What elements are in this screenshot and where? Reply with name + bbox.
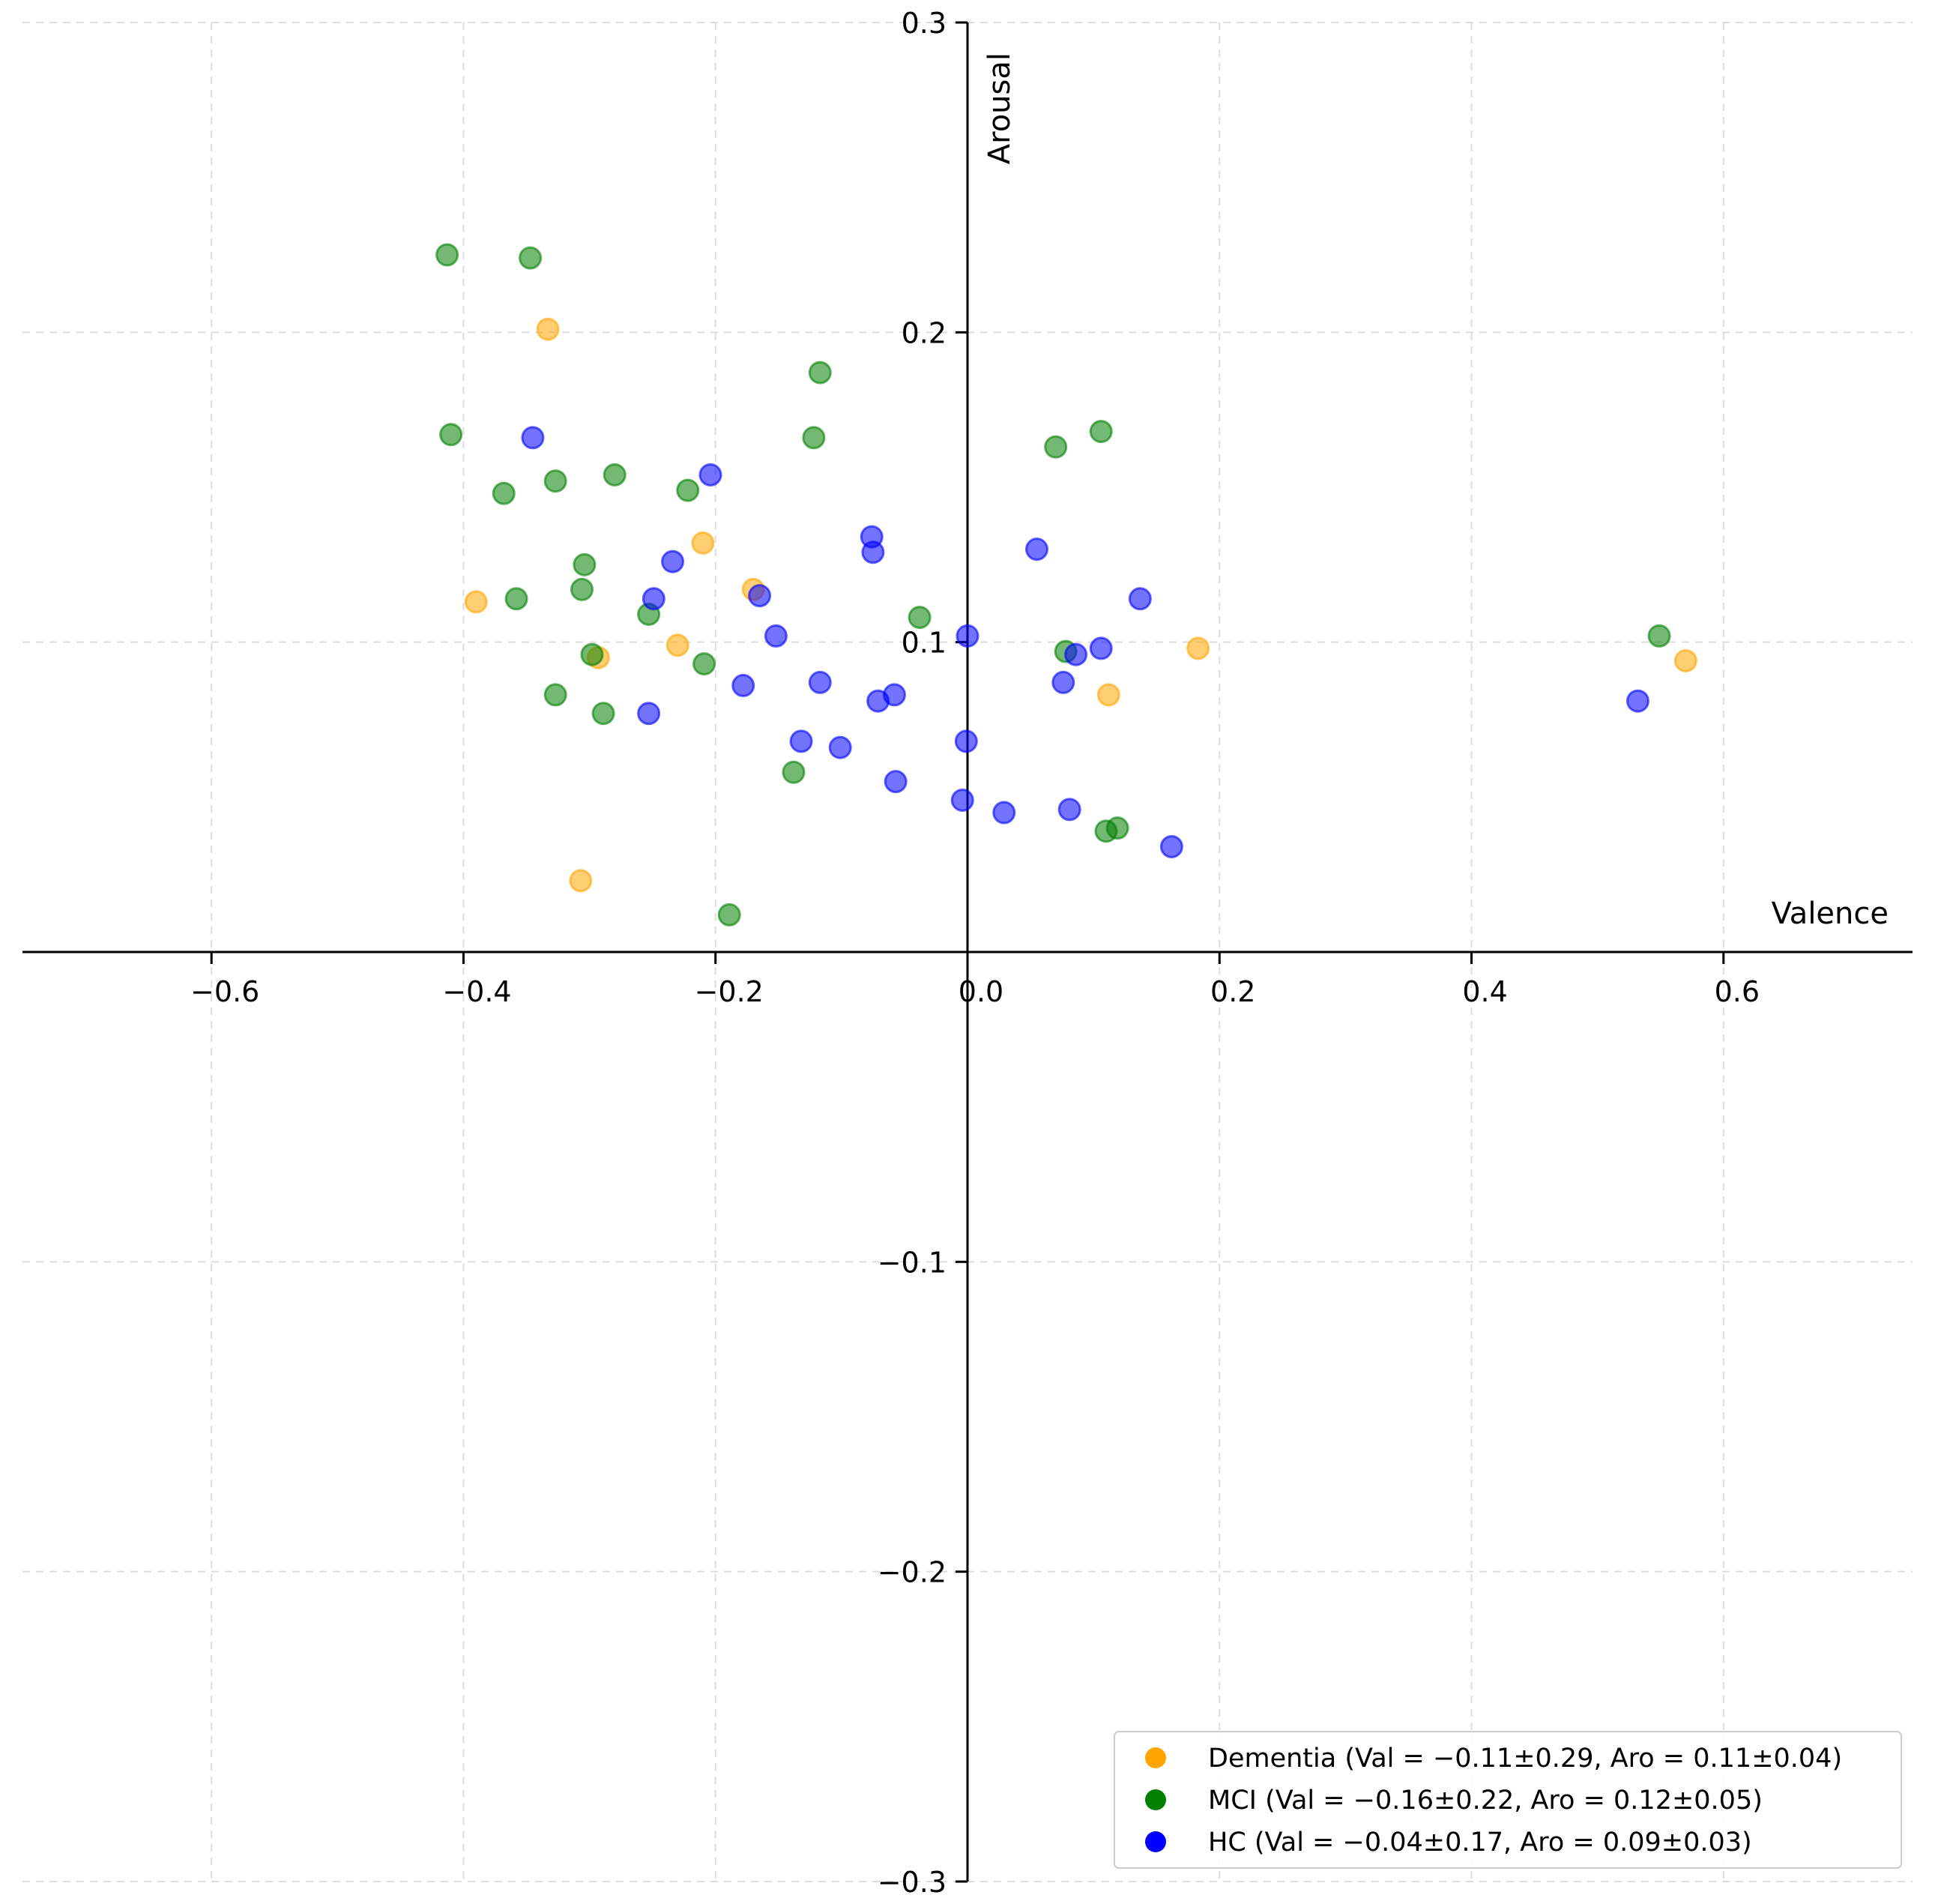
data-point-dementia: [464, 590, 488, 614]
data-point-dementia: [1096, 683, 1120, 707]
data-point-hc: [882, 683, 906, 707]
data-point-hc: [828, 735, 852, 759]
data-point-hc: [950, 788, 974, 812]
data-point-hc: [1064, 642, 1088, 666]
x-tick-label: 0.2: [1210, 975, 1255, 1008]
data-point-hc: [1089, 636, 1113, 660]
data-point-hc: [642, 587, 665, 611]
x-tick-label: 0.4: [1462, 975, 1507, 1008]
x-ticks: −0.6 −0.4 −0.2 0.0 0.2 0.4 0.6: [190, 952, 1760, 1008]
data-point-mci: [908, 606, 932, 630]
data-point-mci: [492, 481, 516, 505]
data-point-hc: [808, 670, 832, 694]
y-tick-label: −0.3: [878, 1866, 947, 1899]
y-tick-label: −0.1: [878, 1246, 947, 1279]
data-point-hc: [1128, 587, 1152, 611]
data-point-dementia: [569, 869, 593, 893]
data-point-mci: [802, 426, 826, 450]
x-tick-label: 0.6: [1715, 975, 1760, 1008]
data-point-dementia: [691, 531, 715, 555]
data-point-hc: [861, 540, 885, 564]
x-tick-label: −0.4: [442, 975, 511, 1008]
data-point-hc: [698, 463, 722, 486]
data-point-hc: [992, 801, 1016, 825]
data-point-mci: [591, 702, 615, 726]
data-point-hc: [661, 549, 685, 573]
data-point-mci: [573, 552, 597, 576]
data-point-mci: [692, 652, 716, 676]
y-tick-label: 0.2: [902, 316, 947, 349]
data-point-mci: [1089, 420, 1113, 444]
data-point-mci: [782, 760, 806, 784]
data-point-mci: [543, 469, 567, 493]
data-point-hc: [789, 729, 813, 753]
data-point-hc: [1159, 834, 1183, 858]
data-point-dementia: [1673, 648, 1697, 672]
legend-label-hc: HC (Val = −0.04±0.17, Aro = 0.09±0.03): [1208, 1828, 1752, 1858]
data-point-hc: [884, 770, 908, 794]
data-point-mci: [519, 246, 543, 270]
data-point-hc: [521, 426, 545, 450]
data-point-hc: [1024, 537, 1048, 561]
data-point-dementia: [536, 317, 560, 341]
y-tick-label: 0.3: [902, 7, 947, 40]
data-point-hc: [1057, 798, 1081, 822]
data-point-hc: [954, 729, 978, 753]
legend-label-dementia: Dementia (Val = −0.11±0.29, Aro = 0.11±0…: [1208, 1744, 1842, 1774]
y-ticks: 0.3 0.2 0.1 −0.1 −0.2 −0.3: [878, 7, 968, 1899]
data-point-mci: [676, 478, 700, 502]
data-point-hc: [1051, 670, 1075, 694]
data-point-mci: [435, 243, 459, 267]
y-tick-label: −0.2: [878, 1556, 947, 1589]
data-point-mci: [570, 577, 594, 601]
legend: Dementia (Val = −0.11±0.29, Aro = 0.11±0…: [1114, 1731, 1902, 1869]
x-tick-label: −0.6: [190, 975, 259, 1008]
data-point-hc: [637, 702, 661, 726]
data-point-dementia: [665, 633, 689, 657]
data-points: [435, 243, 1697, 927]
x-axis-title: Valence: [1772, 897, 1889, 931]
data-point-mci: [603, 463, 627, 486]
data-point-mci: [1105, 816, 1129, 840]
data-point-mci: [1647, 624, 1671, 648]
data-point-mci: [580, 642, 604, 666]
legend-marker-hc: [1145, 1831, 1166, 1852]
data-point-hc: [956, 624, 979, 648]
y-tick-label: 0.1: [902, 627, 947, 660]
x-tick-label: 0.0: [959, 975, 1003, 1008]
data-point-mci: [1044, 435, 1068, 459]
data-point-mci: [543, 683, 567, 707]
data-point-mci: [808, 361, 832, 385]
data-point-mci: [439, 423, 463, 447]
y-axis-title: Arousal: [982, 52, 1017, 164]
data-point-dementia: [1186, 636, 1210, 660]
data-point-hc: [748, 584, 772, 608]
legend-marker-dementia: [1145, 1747, 1166, 1768]
data-point-mci: [504, 587, 528, 611]
data-point-hc: [731, 674, 755, 698]
x-tick-label: −0.2: [695, 975, 764, 1008]
data-point-mci: [717, 903, 741, 927]
legend-label-mci: MCI (Val = −0.16±0.22, Aro = 0.12±0.05): [1208, 1786, 1763, 1816]
legend-box: [1114, 1731, 1902, 1869]
data-point-hc: [764, 624, 788, 648]
data-point-hc: [1625, 689, 1649, 713]
legend-marker-mci: [1145, 1789, 1166, 1810]
